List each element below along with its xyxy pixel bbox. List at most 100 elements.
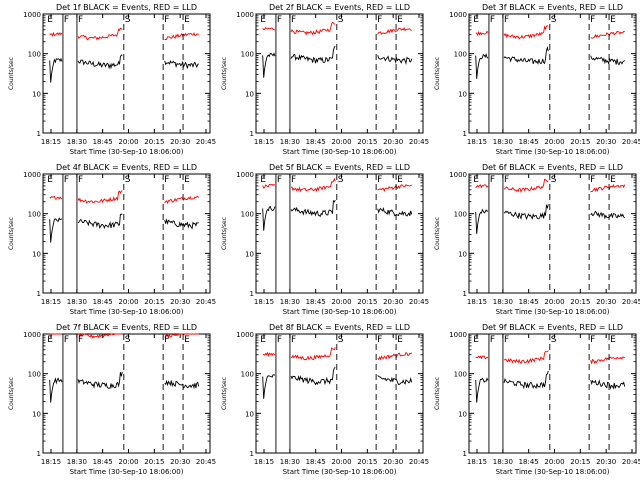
y-tick-label: 100 <box>28 371 41 379</box>
lld-trace <box>49 332 199 339</box>
x-tick-label: 20:00 <box>118 298 138 306</box>
detector-panel: Det 9f BLACK = Events, RED = LLD Counts/s… <box>434 323 640 476</box>
plot-frame <box>468 13 637 134</box>
x-tick-label: 18:15 <box>254 298 274 306</box>
x-tick-label: 20:45 <box>622 138 640 146</box>
marker-label: S <box>338 335 344 345</box>
y-tick-label: 1 <box>250 290 254 298</box>
x-tick-label: 18:30 <box>493 458 513 466</box>
y-tick-label: 10 <box>32 250 41 258</box>
marker-label: F <box>64 335 69 345</box>
x-tick-label: 20:45 <box>409 298 429 306</box>
y-tick-label: 1000 <box>23 171 41 179</box>
x-tick-label: 20:00 <box>544 298 564 306</box>
marker-label: S <box>551 175 557 185</box>
plot-frame <box>42 173 211 294</box>
plot-frame <box>255 333 424 454</box>
marker-label: F <box>164 15 169 25</box>
panel-title: Det 6f BLACK = Events, RED = LLD <box>482 163 623 172</box>
x-tick-label: 20:45 <box>409 458 429 466</box>
x-tick-label: 20:30 <box>596 458 616 466</box>
lld-trace <box>262 347 412 361</box>
x-tick-label: 20:30 <box>170 458 190 466</box>
events-trace <box>475 45 625 79</box>
x-tick-label: 20:00 <box>331 458 351 466</box>
detector-panel: Det 3f BLACK = Events, RED = LLD Counts/s… <box>434 3 640 156</box>
y-axis-label: Counts/sec <box>221 217 228 250</box>
marker-label: F <box>504 335 509 345</box>
marker-label: F <box>64 15 69 25</box>
y-tick-label: 10 <box>458 250 467 258</box>
plot-frame <box>42 13 211 134</box>
marker-label: S <box>551 335 557 345</box>
events-trace <box>262 199 413 231</box>
x-axis-label: Start Time (30-Sep-10 18:06:00) <box>70 468 184 476</box>
marker-label: E <box>47 335 53 345</box>
marker-label: F <box>164 335 169 345</box>
x-tick-label: 20:15 <box>570 458 590 466</box>
plot-frame <box>468 333 637 454</box>
marker-label: E <box>184 175 190 185</box>
marker-label: F <box>78 335 83 345</box>
x-tick-label: 18:30 <box>280 138 300 146</box>
marker-label: F <box>377 335 382 345</box>
marker-label: F <box>277 335 282 345</box>
marker-label: E <box>473 335 479 345</box>
x-tick-label: 20:15 <box>144 458 164 466</box>
x-tick-label: 20:30 <box>170 138 190 146</box>
x-tick-label: 18:15 <box>41 458 61 466</box>
marker-label: E <box>260 335 266 345</box>
y-tick-label: 1000 <box>236 331 254 339</box>
y-tick-label: 1000 <box>449 171 467 179</box>
x-tick-label: 20:15 <box>570 138 590 146</box>
y-tick-label: 1000 <box>449 331 467 339</box>
x-tick-label: 18:30 <box>493 138 513 146</box>
x-tick-label: 20:30 <box>596 138 616 146</box>
marker-label: F <box>590 15 595 25</box>
y-tick-label: 10 <box>245 90 254 98</box>
marker-label: E <box>610 15 616 25</box>
x-tick-label: 18:45 <box>519 298 539 306</box>
marker-label: F <box>490 335 495 345</box>
marker-label: F <box>291 15 296 25</box>
detector-panel: Det 6f BLACK = Events, RED = LLD Counts/s… <box>434 163 640 316</box>
detector-panel: Det 2f BLACK = Events, RED = LLD Counts/s… <box>221 3 429 156</box>
x-tick-label: 18:15 <box>41 298 61 306</box>
y-tick-label: 1 <box>250 450 254 458</box>
marker-label: F <box>291 175 296 185</box>
x-tick-label: 18:30 <box>67 458 87 466</box>
marker-label: E <box>397 15 403 25</box>
detector-panel: Det 7f BLACK = Events, RED = LLD Counts/s… <box>8 323 216 476</box>
x-tick-label: 20:00 <box>544 138 564 146</box>
events-trace <box>475 203 626 234</box>
marker-label: E <box>397 335 403 345</box>
x-axis-label: Start Time (30-Sep-10 18:06:00) <box>496 148 610 156</box>
x-axis-label: Start Time (30-Sep-10 18:06:00) <box>283 308 397 316</box>
marker-label: F <box>164 175 169 185</box>
marker-label: S <box>125 335 131 345</box>
marker-label: F <box>78 175 83 185</box>
detector-panel: Det 1f BLACK = Events, RED = LLD Counts/s… <box>8 3 216 156</box>
y-tick-label: 100 <box>241 211 254 219</box>
x-axis-label: Start Time (30-Sep-10 18:06:00) <box>496 308 610 316</box>
y-tick-label: 10 <box>458 410 467 418</box>
x-tick-label: 20:30 <box>170 298 190 306</box>
x-tick-label: 20:00 <box>331 138 351 146</box>
y-axis-label: Counts/sec <box>434 377 441 410</box>
x-tick-label: 20:00 <box>118 138 138 146</box>
x-axis-label: Start Time (30-Sep-10 18:06:00) <box>283 148 397 156</box>
panel-title: Det 3f BLACK = Events, RED = LLD <box>482 3 623 12</box>
marker-label: F <box>291 335 296 345</box>
y-tick-label: 100 <box>241 51 254 59</box>
y-tick-label: 1 <box>463 130 467 138</box>
x-tick-label: 18:45 <box>306 138 326 146</box>
marker-label: E <box>610 335 616 345</box>
marker-label: F <box>277 175 282 185</box>
y-axis-label: Counts/sec <box>434 217 441 250</box>
marker-label: E <box>397 175 403 185</box>
x-tick-label: 18:45 <box>306 298 326 306</box>
y-axis-label: Counts/sec <box>221 57 228 90</box>
lld-trace <box>475 25 625 40</box>
y-axis-label: Counts/sec <box>8 377 15 410</box>
